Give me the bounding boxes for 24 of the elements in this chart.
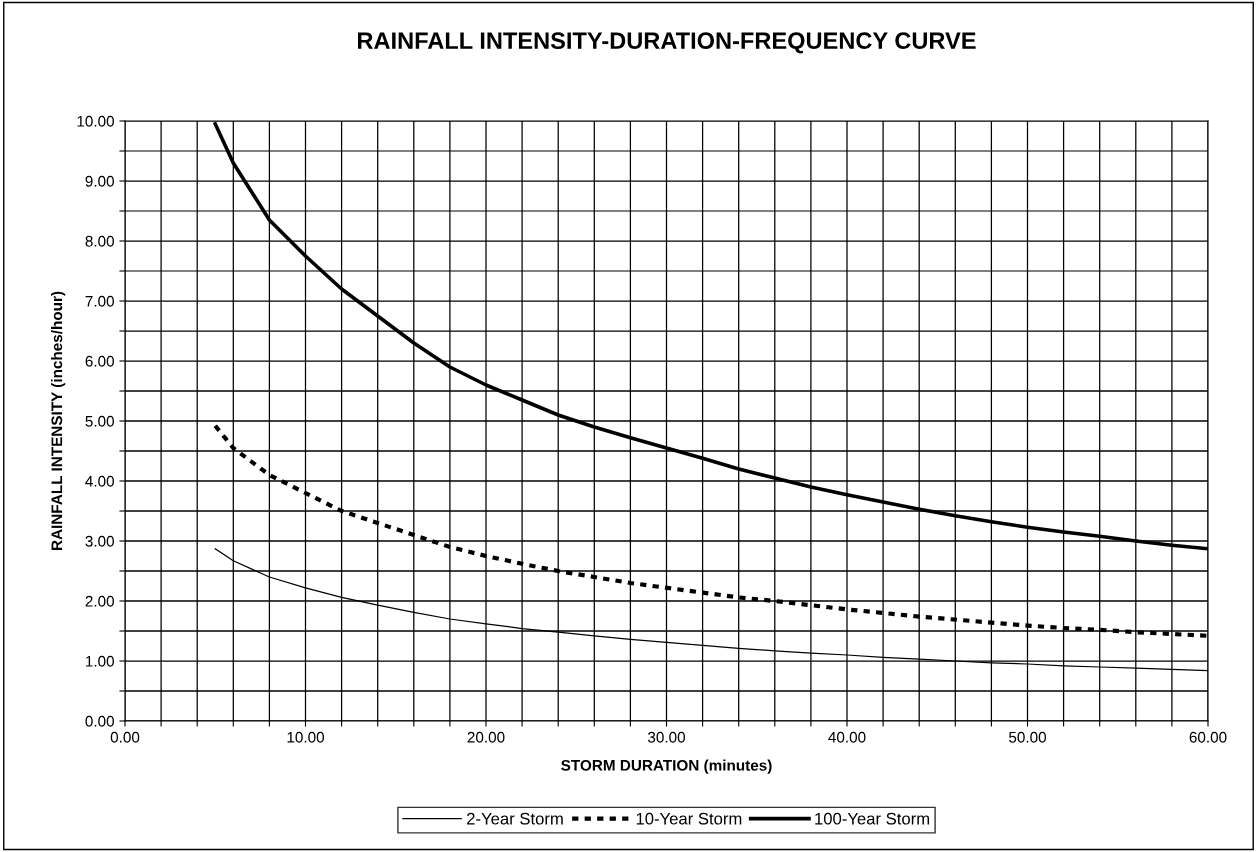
x-tick-label: 20.00 [467, 731, 505, 743]
x-tick-label: 60.00 [1189, 731, 1227, 743]
y-tick-label: 4.00 [85, 475, 114, 487]
y-tick-label: 0.00 [85, 715, 114, 727]
x-tick-label: 0.00 [110, 731, 140, 743]
y-tick-label: 7.00 [85, 295, 114, 307]
y-tick-label: 10.00 [77, 115, 114, 127]
y-axis-title: RAINFALL INTENSITY (inches/hour) [51, 291, 66, 550]
x-axis-title: STORM DURATION (minutes) [561, 759, 772, 774]
x-tick-label: 10.00 [287, 731, 325, 743]
legend-label: 100-Year Storm [815, 812, 930, 825]
y-tick-label: 6.00 [85, 355, 114, 367]
y-tick-label: 8.00 [85, 235, 114, 247]
x-tick-label: 40.00 [828, 731, 866, 743]
x-tick-label: 30.00 [647, 731, 686, 743]
chart-title: RAINFALL INTENSITY-DURATION-FREQUENCY CURVE [358, 32, 976, 54]
y-tick-label: 5.00 [85, 415, 114, 427]
y-tick-label: 3.00 [85, 535, 114, 547]
legend-label: 2-Year Storm [467, 812, 563, 825]
legend-label: 10-Year Storm [636, 812, 742, 825]
y-tick-label: 2.00 [85, 595, 114, 607]
y-tick-label: 9.00 [85, 175, 114, 187]
y-tick-label: 1.00 [86, 655, 114, 667]
x-tick-label: 50.00 [1009, 731, 1047, 743]
